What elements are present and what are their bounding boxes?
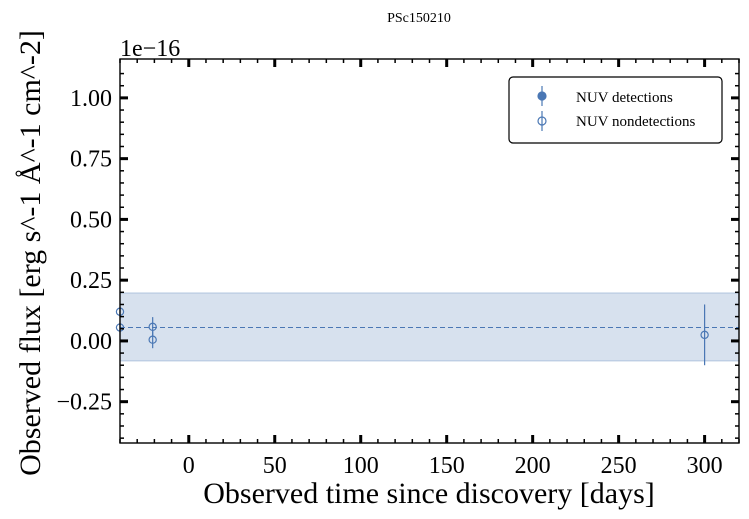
y-tick-label: 0.25 bbox=[70, 268, 112, 294]
point-marker bbox=[148, 322, 157, 332]
x-ticks: 0 50 100 150 200 250 300 bbox=[119, 59, 740, 479]
legend: NUV detections NUV nondetections bbox=[508, 76, 723, 144]
y-offset-label: 1e−16 bbox=[120, 36, 180, 62]
plot-area bbox=[115, 292, 740, 366]
x-tick-label: 250 bbox=[601, 453, 637, 479]
legend-label-nondetections: NUV nondetections bbox=[576, 114, 695, 130]
y-tick-label: 0.00 bbox=[70, 329, 112, 355]
y-axis-label: Observed flux [erg s^-1 Å^-1 cm^-2] bbox=[14, 30, 47, 476]
x-tick-label: 0 bbox=[183, 453, 195, 479]
y-tick-label: 1.00 bbox=[70, 86, 112, 112]
point-marker bbox=[148, 335, 157, 344]
x-axis-label: Observed time since discovery [days] bbox=[203, 477, 655, 510]
uncertainty-band bbox=[119, 292, 740, 362]
data-point-1-3 bbox=[148, 331, 157, 349]
x-tick-label: 50 bbox=[263, 453, 287, 479]
legend-marker-detections bbox=[537, 86, 547, 106]
point-marker bbox=[700, 330, 709, 340]
legend-marker-nondetections bbox=[537, 111, 547, 131]
y-tick-label: −0.25 bbox=[56, 390, 112, 416]
legend-label-detections: NUV detections bbox=[576, 90, 673, 106]
x-tick-label: 300 bbox=[687, 453, 723, 479]
chart-title: PSc150210 bbox=[387, 11, 451, 26]
y-tick-label: 0.75 bbox=[70, 147, 112, 173]
y-ticks: −0.25 0.00 0.25 0.50 0.75 1.00 bbox=[56, 72, 739, 439]
x-tick-label: 150 bbox=[429, 453, 465, 479]
x-tick-label: 200 bbox=[515, 453, 551, 479]
x-tick-label: 100 bbox=[343, 453, 379, 479]
legend-box bbox=[508, 76, 723, 144]
y-tick-label: 0.50 bbox=[70, 207, 112, 233]
data-point-1-4 bbox=[700, 304, 709, 366]
